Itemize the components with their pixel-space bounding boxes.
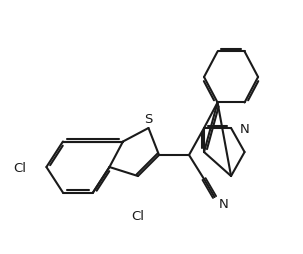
Text: S: S — [144, 113, 153, 126]
Text: N: N — [240, 122, 250, 135]
Text: N: N — [219, 197, 228, 210]
Text: Cl: Cl — [132, 209, 145, 222]
Text: Cl: Cl — [13, 161, 26, 174]
